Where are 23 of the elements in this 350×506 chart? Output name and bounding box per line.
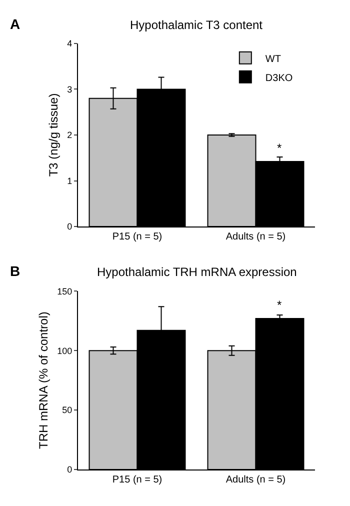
y-axis-title: TRH mRNA (% of control) <box>36 312 50 450</box>
legend-label: D3KO <box>265 72 293 84</box>
y-tick-label: 100 <box>57 346 72 356</box>
y-tick-label: 2 <box>67 130 72 140</box>
y-tick-label: 3 <box>67 84 72 94</box>
y-axis-title: T3 (ng/g tissue) <box>46 93 60 177</box>
y-tick-label: 0 <box>67 222 72 232</box>
x-tick-label: P15 (n = 5) <box>112 232 162 243</box>
annotation: * <box>277 141 282 155</box>
y-tick-label: 50 <box>62 405 72 416</box>
chart-title: Hypothalamic T3 content <box>130 18 264 32</box>
y-tick-label: 0 <box>67 464 72 475</box>
annotation: * <box>277 298 282 312</box>
x-tick-label: P15 (n = 5) <box>112 474 162 486</box>
x-tick-label: Adults (n = 5) <box>226 474 286 486</box>
text: A <box>10 16 20 32</box>
y-tick-label: 4 <box>67 38 72 49</box>
chart-title: Hypothalamic TRH mRNA expression <box>97 265 297 279</box>
legend-label: WT <box>265 54 281 65</box>
y-tick-label: 150 <box>57 286 72 296</box>
text: B <box>10 263 20 279</box>
x-tick-label: Adults (n = 5) <box>226 232 286 243</box>
y-tick-label: 1 <box>67 176 72 186</box>
